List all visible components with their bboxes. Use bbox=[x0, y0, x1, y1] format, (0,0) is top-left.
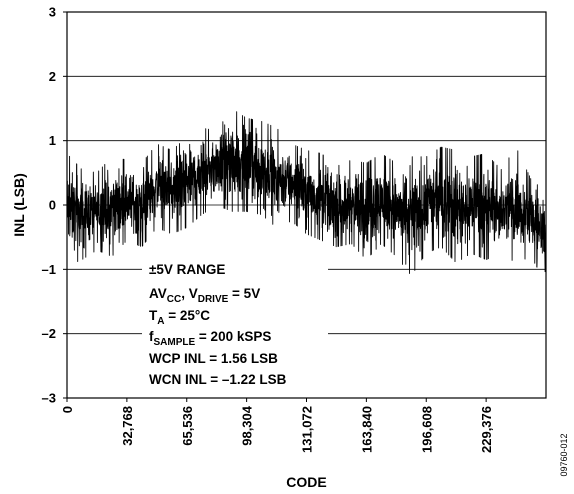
y-tick-label: 3 bbox=[49, 5, 56, 20]
y-tick-label: –1 bbox=[42, 262, 56, 277]
annotation-line: fSAMPLE = 200 kSPS bbox=[149, 329, 271, 348]
inl-trace bbox=[66, 111, 547, 274]
y-tick-label: 2 bbox=[49, 69, 56, 84]
x-tick-label: 196,608 bbox=[419, 406, 434, 453]
x-tick-label: 32,768 bbox=[120, 406, 135, 446]
x-tick-label: 98,304 bbox=[240, 405, 255, 446]
y-tick-label: 1 bbox=[49, 133, 56, 148]
x-tick-label: 163,840 bbox=[359, 406, 374, 453]
x-axis-title: CODE bbox=[286, 474, 326, 490]
y-tick-label: –3 bbox=[42, 391, 56, 406]
x-tick-label: 0 bbox=[60, 406, 75, 413]
annotation-line: TA = 25°C bbox=[149, 308, 210, 327]
figure-id: 09760-012 bbox=[559, 433, 569, 476]
annotation-line: AVCC, VDRIVE = 5V bbox=[149, 286, 260, 305]
annotation-line: ±5V RANGE bbox=[149, 262, 225, 277]
annotation-background bbox=[142, 258, 328, 388]
y-axis-title: INL (LSB) bbox=[11, 173, 27, 237]
data-layer bbox=[66, 111, 547, 274]
annotation-line: WCP INL = 1.56 LSB bbox=[149, 351, 278, 366]
annotation-box: ±5V RANGE AVCC, VDRIVE = 5V TA = 25°C fSAMP… bbox=[142, 258, 328, 388]
x-tick-label: 65,536 bbox=[180, 406, 195, 446]
x-tick-label: 229,376 bbox=[479, 406, 494, 453]
annotation-line: WCN INL = –1.22 LSB bbox=[149, 372, 287, 387]
y-axis-ticks: –3 –2 –1 0 1 2 3 bbox=[42, 5, 67, 406]
y-tick-label: 0 bbox=[49, 198, 56, 213]
x-axis-ticks: 0 32,768 65,536 98,304 131,072 163,840 196,608… bbox=[60, 398, 494, 453]
y-tick-label: –2 bbox=[42, 326, 56, 341]
x-tick-label: 131,072 bbox=[300, 406, 315, 453]
